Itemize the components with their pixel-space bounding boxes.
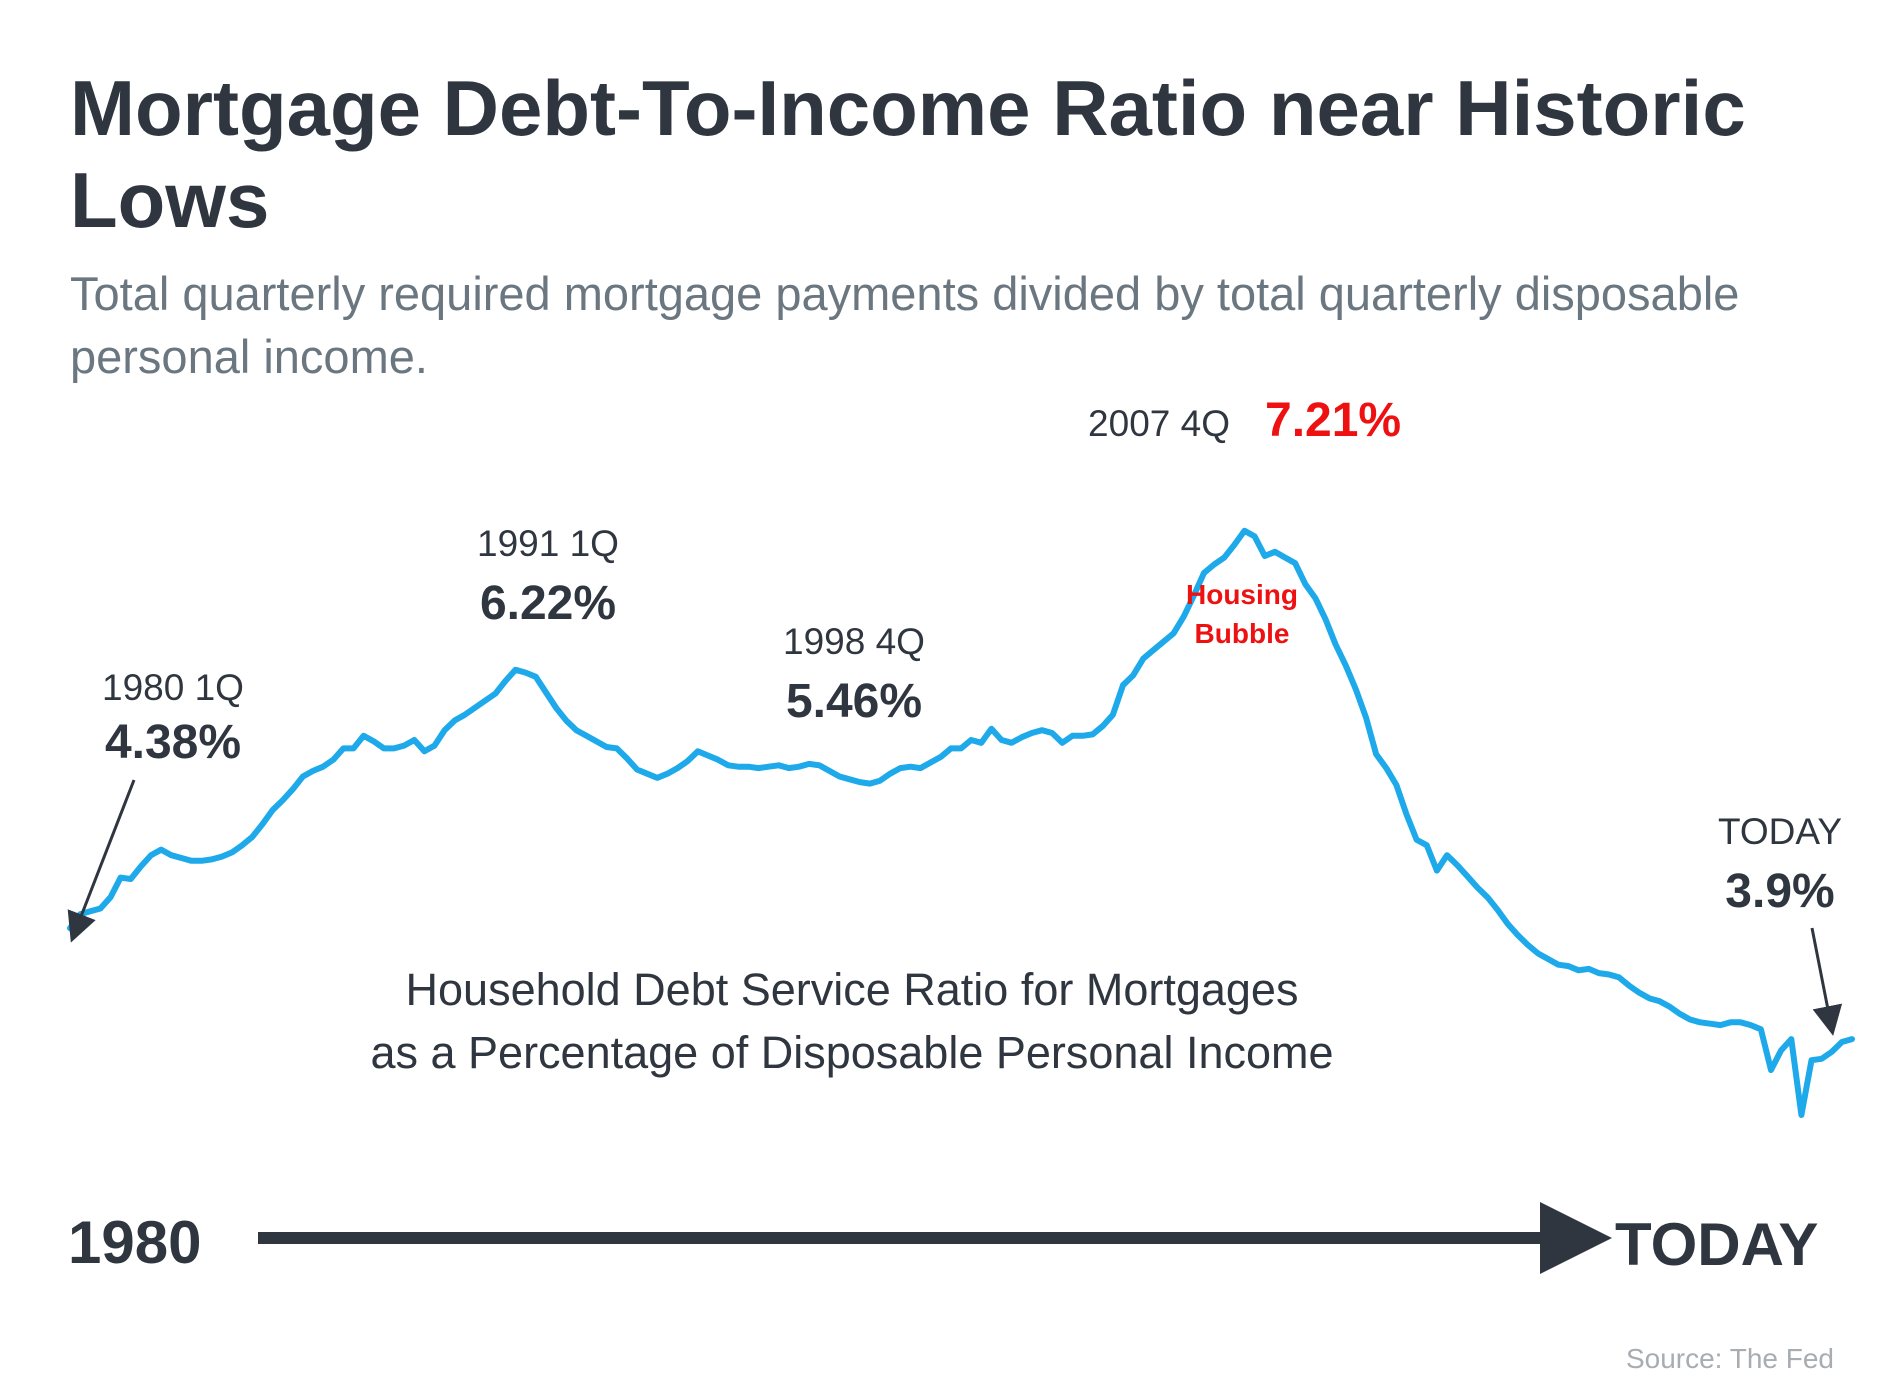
- chart-subtitle: Total quarterly required mortgage paymen…: [70, 267, 1740, 383]
- source-note: Source: The Fed: [1625, 1343, 1834, 1374]
- annotation-1991-value: 6.22%: [480, 577, 616, 630]
- annotation-2007-value: 7.21%: [1265, 394, 1401, 447]
- annotation-1980-period: 1980 1Q: [102, 667, 244, 708]
- annotation-1980-value: 4.38%: [105, 716, 241, 769]
- annotation-1998-value: 5.46%: [786, 675, 922, 728]
- housing-bubble-label-line2: Bubble: [1195, 618, 1290, 649]
- annotation-1991-period: 1991 1Q: [477, 523, 619, 564]
- axis-start-label: 1980: [68, 1209, 202, 1276]
- annotation-2007-period: 2007 4Q: [1088, 403, 1230, 444]
- annotation-1998-period: 1998 4Q: [783, 621, 925, 662]
- annotation-today-arrow: [1810, 927, 1843, 1036]
- chart-caption-line2: as a Percentage of Disposable Personal I…: [370, 1027, 1333, 1078]
- axis-end-label: TODAY: [1615, 1211, 1819, 1278]
- annotation-1980-arrow: [67, 779, 136, 943]
- series-line: [67, 527, 1855, 1118]
- housing-bubble-label-line1: Housing: [1186, 579, 1298, 610]
- chart-title: Mortgage Debt-To-Income Ratio near Histo…: [70, 64, 1746, 244]
- annotation-today-value: 3.9%: [1725, 865, 1834, 918]
- annotation-today-period: TODAY: [1718, 811, 1842, 852]
- chart-caption-line1: Household Debt Service Ratio for Mortgag…: [406, 964, 1299, 1015]
